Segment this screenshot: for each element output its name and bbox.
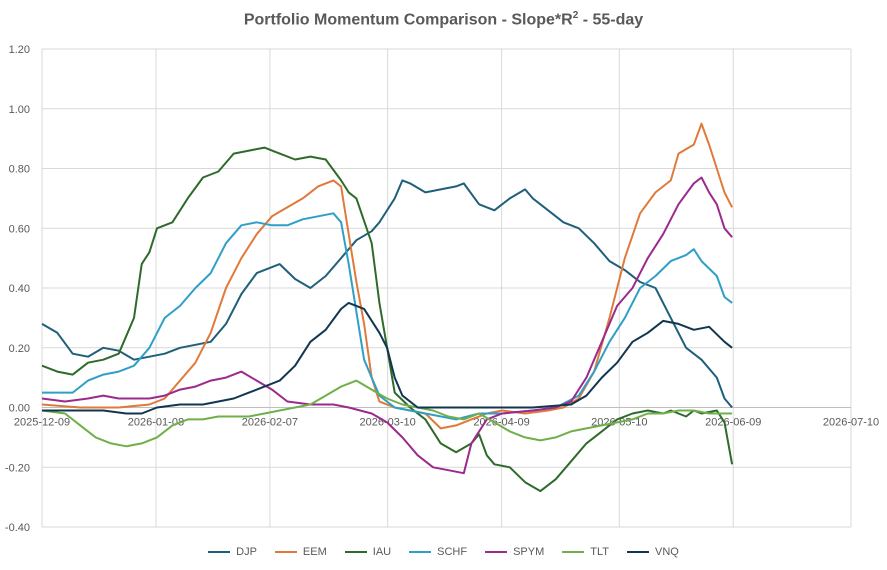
legend-label: DJP [236, 546, 257, 558]
chart-title-main: Portfolio Momentum Comparison - Slope*R [243, 11, 573, 29]
chart-title-tail: - 55-day [578, 11, 644, 29]
series-line-schf [42, 212, 733, 421]
legend-label: SCHF [437, 546, 468, 558]
x-tick-label: 2026-06-09 [705, 417, 761, 429]
legend-label: EEM [302, 546, 327, 558]
legend-swatch [208, 551, 231, 553]
y-tick-label: 0.20 [9, 343, 30, 355]
series-line-eem [41, 122, 733, 430]
series-lines [41, 122, 734, 493]
legend-swatch [409, 551, 432, 553]
y-tick-label: -0.40 [5, 522, 30, 534]
series-line-tlt [41, 379, 733, 448]
legend-swatch [274, 551, 297, 553]
legend-swatch [344, 551, 367, 553]
legend: DJP EEM IAU SCHF SPYM TLT VNQ [0, 546, 887, 558]
y-tick-label: 1.20 [9, 44, 30, 56]
legend-item-spym: SPYM [485, 546, 544, 558]
legend-label: TLT [590, 546, 609, 558]
y-tick-label: 0.80 [9, 164, 30, 176]
chart-title: Portfolio Momentum Comparison - Slope*R2… [0, 10, 887, 29]
legend-item-vnq: VNQ [627, 546, 679, 558]
series-line-vnq [42, 301, 733, 415]
legend-item-schf: SCHF [409, 546, 467, 558]
x-tick-label: 2026-07-10 [823, 417, 879, 429]
y-tick-label: 0.00 [9, 403, 30, 415]
x-tick-label: 2025-12-09 [14, 417, 70, 429]
x-tick-label: 2026-02-07 [242, 417, 298, 429]
y-tick-label: 1.00 [9, 104, 30, 116]
y-tick-label: -0.20 [5, 462, 30, 474]
legend-item-eem: EEM [274, 546, 327, 558]
legend-swatch [562, 551, 585, 553]
legend-label: SPYM [513, 546, 545, 558]
legend-item-iau: IAU [344, 546, 392, 558]
legend-label: IAU [372, 546, 392, 558]
legend-item-djp: DJP [208, 546, 257, 558]
legend-swatch [485, 551, 508, 553]
chart-title-superscript: 2 [572, 10, 579, 21]
series-line-iau [41, 146, 734, 493]
x-tick-label: 2026-01-08 [128, 417, 184, 429]
y-tick-label: 0.40 [9, 283, 30, 295]
series-line-spym [41, 176, 733, 475]
y-tick-label: 0.60 [9, 223, 30, 235]
line-chart-plot: 1.20 1.00 0.80 0.60 0.40 0.20 0.00 -0.20 -0.40 2… [5, 44, 879, 534]
legend-swatch [627, 551, 649, 553]
y-axis-ticks: 1.20 1.00 0.80 0.60 0.40 0.20 0.00 -0.20 -0.40 [5, 44, 30, 534]
legend-label: VNQ [655, 546, 679, 558]
legend-item-tlt: TLT [562, 546, 609, 558]
